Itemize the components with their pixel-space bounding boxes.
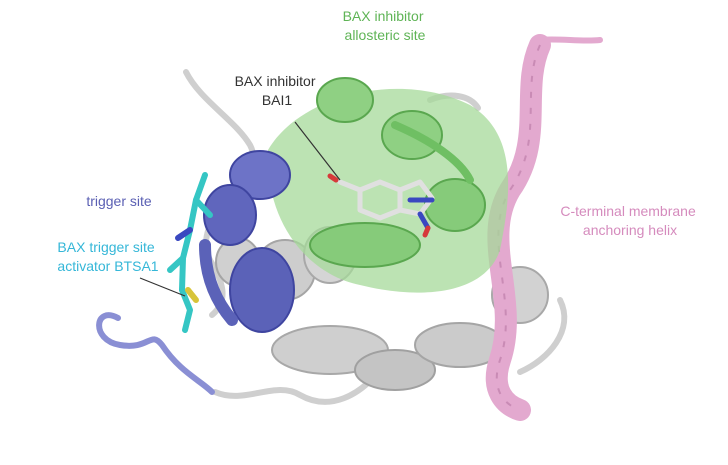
blue-loop: [96, 312, 215, 395]
trigger-site-helices: [199, 150, 295, 333]
btsa1-leader-line: [139, 277, 186, 297]
bai1-label: BAX inhibitor BAI1: [235, 73, 320, 108]
btsa1-ligand: [167, 172, 213, 333]
allosteric-site-label: BAX inhibitor allosteric site: [343, 8, 428, 43]
green-helices: [309, 77, 486, 268]
btsa1-label: BAX trigger site activator BTSA1: [57, 239, 158, 274]
bai1-leader-line: [294, 121, 341, 181]
c-terminal-helix-label: C-terminal membrane anchoring helix: [560, 203, 699, 238]
bai1-ligand: [327, 173, 435, 238]
trigger-site-label: trigger site: [86, 193, 152, 209]
